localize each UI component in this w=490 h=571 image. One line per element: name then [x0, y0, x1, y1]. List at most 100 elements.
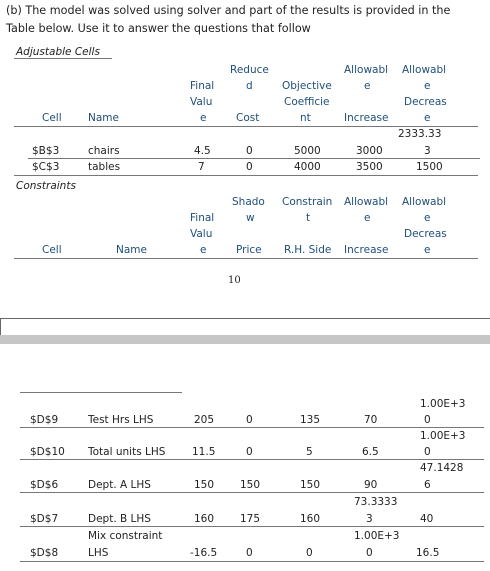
- value-shadow: 175: [240, 513, 261, 525]
- value-dec-top: 1.00E+3: [420, 430, 466, 442]
- header-final-3: e: [200, 244, 207, 256]
- header-allow-inc-3: Increase: [344, 244, 389, 256]
- header-reduced-3: Cost: [236, 112, 260, 124]
- header-allow-inc-2: e: [364, 80, 371, 92]
- header-objective-2: Coefficie: [284, 96, 330, 108]
- value-decrease: 1500: [416, 161, 443, 173]
- lower-table-top-rule: [20, 392, 182, 393]
- value-increase: 3: [366, 513, 373, 525]
- row-rule: [20, 561, 484, 562]
- value-final: 160: [194, 513, 215, 525]
- page-frame-top: [0, 318, 490, 341]
- header-shadow-3: Price: [236, 244, 262, 256]
- header-bottom-rule: [14, 126, 478, 127]
- header-allow-inc-3: Increase: [344, 112, 389, 124]
- value-decrease: 6: [424, 479, 431, 491]
- value-inc-top: 73.3333: [354, 496, 398, 508]
- value-dec-top: 47.1428: [420, 462, 464, 474]
- row-rule: [20, 492, 484, 493]
- header-allow-dec-3: Decreas: [404, 96, 447, 108]
- row-rule: [20, 526, 484, 527]
- header-allow-dec-4: e: [424, 112, 431, 124]
- header-cell: Cell: [42, 112, 62, 124]
- header-reduced-1: Reduce: [230, 64, 269, 76]
- cell-ref: $C$3: [32, 161, 60, 173]
- header-allow-dec-2: e: [424, 80, 431, 92]
- value-rhs: 150: [300, 479, 321, 491]
- value-decrease: 0: [424, 446, 431, 458]
- value-final: 7: [198, 161, 205, 173]
- header-shadow-2: w: [246, 212, 255, 224]
- value-increase: 3000: [356, 145, 383, 157]
- section-bottom-rule: [14, 175, 478, 176]
- value-decrease: 3: [424, 145, 431, 157]
- header-rhs-3: R.H. Side: [284, 244, 332, 256]
- row-rule: [20, 427, 484, 428]
- value-dec-top: 2333.33: [398, 128, 442, 140]
- cell-ref: $D$10: [30, 446, 65, 458]
- value-shadow: 150: [240, 479, 261, 491]
- row-name: chairs: [88, 145, 120, 157]
- value-increase: 70: [364, 414, 378, 426]
- header-name: Name: [88, 112, 119, 124]
- value-shadow: 0: [246, 414, 253, 426]
- value-objective: 4000: [294, 161, 321, 173]
- header-bottom-rule: [14, 258, 478, 259]
- header-allow-dec-1: Allowabl: [402, 196, 447, 208]
- cell-ref: $B$3: [32, 145, 60, 157]
- intro-line-2: Table below. Use it to answer the questi…: [6, 22, 311, 35]
- value-rhs: 0: [306, 547, 313, 559]
- header-allow-dec-1: Allowabl: [402, 64, 447, 76]
- value-dec-top: 1.00E+3: [420, 398, 466, 410]
- header-shadow-1: Shado: [232, 196, 265, 208]
- header-final-2: Valu: [190, 96, 213, 108]
- value-reduced: 0: [246, 145, 253, 157]
- value-objective: 5000: [294, 145, 321, 157]
- cell-ref: $D$6: [30, 479, 59, 491]
- header-rhs-2: t: [306, 212, 311, 224]
- value-rhs: 160: [300, 513, 321, 525]
- header-final-3: e: [200, 112, 207, 124]
- header-allow-dec-4: e: [424, 244, 431, 256]
- value-final: -16.5: [190, 547, 218, 559]
- value-shadow: 0: [246, 446, 253, 458]
- value-increase: 3500: [356, 161, 383, 173]
- value-rhs: 5: [306, 446, 313, 458]
- row-name: Dept. B LHS: [88, 513, 151, 525]
- value-final: 4.5: [194, 145, 211, 157]
- value-reduced: 0: [246, 161, 253, 173]
- page-separator-band: [0, 335, 490, 344]
- header-objective-3: nt: [300, 112, 311, 124]
- value-inc-top: 1.00E+3: [354, 530, 400, 542]
- value-decrease: 0: [424, 414, 431, 426]
- section-underline: [14, 58, 112, 59]
- cell-ref: $D$7: [30, 513, 59, 525]
- value-shadow: 0: [246, 547, 253, 559]
- value-decrease: 16.5: [416, 547, 440, 559]
- header-allow-dec-2: e: [424, 212, 431, 224]
- row-name-top: Mix constraint: [88, 530, 163, 542]
- cell-ref: $D$8: [30, 547, 59, 559]
- intro-line-1: (b) The model was solved using solver an…: [6, 4, 451, 17]
- value-increase: 0: [366, 547, 373, 559]
- value-final: 150: [194, 479, 215, 491]
- row-name: tables: [88, 161, 121, 173]
- value-rhs: 135: [300, 414, 321, 426]
- section-title-adjustable: Adjustable Cells: [16, 46, 100, 58]
- header-cell: Cell: [42, 244, 62, 256]
- value-increase: 6.5: [362, 446, 379, 458]
- header-objective-1: Objective: [282, 80, 332, 92]
- value-final: 11.5: [192, 446, 216, 458]
- header-name: Name: [116, 244, 147, 256]
- cell-ref: $D$9: [30, 414, 59, 426]
- row-name: Test Hrs LHS: [88, 414, 154, 426]
- header-final-1: Final: [190, 212, 215, 224]
- header-rhs-1: Constrain: [282, 196, 333, 208]
- value-decrease: 40: [420, 513, 434, 525]
- header-allow-inc-2: e: [364, 212, 371, 224]
- section-title-constraints: Constraints: [16, 180, 76, 192]
- value-increase: 90: [364, 479, 378, 491]
- row-name: Total units LHS: [88, 446, 166, 458]
- header-final-2: Valu: [190, 228, 213, 240]
- row-name: Dept. A LHS: [88, 479, 151, 491]
